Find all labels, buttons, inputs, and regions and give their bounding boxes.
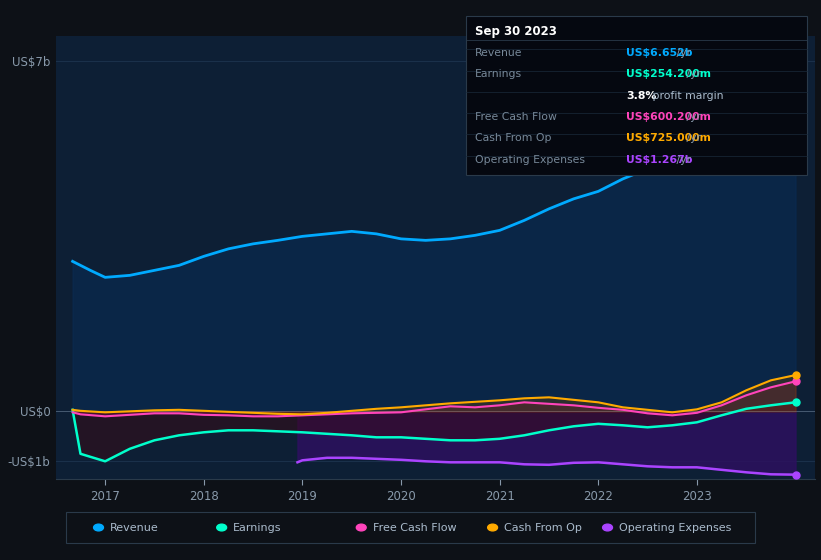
Text: US$254.200m: US$254.200m	[626, 69, 712, 80]
Text: Cash From Op: Cash From Op	[475, 133, 551, 143]
Text: profit margin: profit margin	[649, 91, 724, 101]
Text: Revenue: Revenue	[110, 522, 158, 533]
Text: Operating Expenses: Operating Expenses	[619, 522, 732, 533]
Text: /yr: /yr	[673, 155, 691, 165]
Text: /yr: /yr	[673, 48, 691, 58]
Text: Earnings: Earnings	[233, 522, 282, 533]
Text: /yr: /yr	[683, 133, 701, 143]
Text: Revenue: Revenue	[475, 48, 522, 58]
Text: 3.8%: 3.8%	[626, 91, 657, 101]
Text: US$1.267b: US$1.267b	[626, 155, 693, 165]
Text: Cash From Op: Cash From Op	[504, 522, 582, 533]
Text: US$6.652b: US$6.652b	[626, 48, 693, 58]
Text: Free Cash Flow: Free Cash Flow	[373, 522, 456, 533]
Text: /yr: /yr	[683, 69, 701, 80]
Text: /yr: /yr	[683, 112, 701, 122]
Text: US$600.200m: US$600.200m	[626, 112, 711, 122]
Text: Free Cash Flow: Free Cash Flow	[475, 112, 557, 122]
Text: Earnings: Earnings	[475, 69, 521, 80]
Text: Operating Expenses: Operating Expenses	[475, 155, 585, 165]
Text: US$725.000m: US$725.000m	[626, 133, 711, 143]
Text: Sep 30 2023: Sep 30 2023	[475, 25, 557, 38]
